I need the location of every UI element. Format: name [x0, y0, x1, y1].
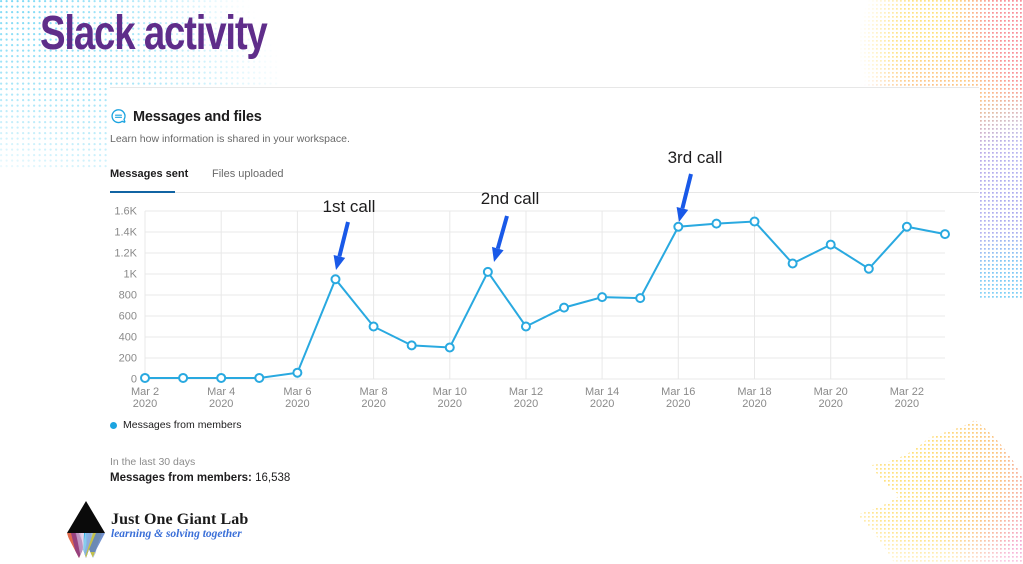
svg-text:Mar 12: Mar 12 — [509, 386, 543, 398]
svg-text:600: 600 — [119, 311, 137, 323]
svg-text:1.4K: 1.4K — [114, 227, 137, 239]
svg-text:Mar 2: Mar 2 — [131, 386, 159, 398]
svg-text:2020: 2020 — [514, 398, 538, 410]
svg-text:Mar 14: Mar 14 — [585, 386, 619, 398]
svg-text:Mar 8: Mar 8 — [360, 386, 388, 398]
svg-text:2020: 2020 — [818, 398, 842, 410]
svg-text:400: 400 — [119, 332, 137, 344]
svg-text:1st call: 1st call — [323, 197, 376, 216]
svg-text:2020: 2020 — [895, 398, 919, 410]
svg-text:2020: 2020 — [285, 398, 309, 410]
svg-text:Mar 20: Mar 20 — [814, 386, 848, 398]
svg-text:Mar 4: Mar 4 — [207, 386, 235, 398]
svg-text:2020: 2020 — [133, 398, 157, 410]
svg-text:Mar 10: Mar 10 — [433, 386, 467, 398]
svg-text:1K: 1K — [124, 269, 138, 281]
svg-text:1.6K: 1.6K — [114, 206, 137, 218]
svg-text:Mar 6: Mar 6 — [283, 386, 311, 398]
svg-text:0: 0 — [131, 374, 137, 386]
svg-text:800: 800 — [119, 290, 137, 302]
svg-text:2020: 2020 — [590, 398, 614, 410]
svg-text:Mar 22: Mar 22 — [890, 386, 924, 398]
svg-text:2nd call: 2nd call — [481, 189, 540, 208]
svg-text:1.2K: 1.2K — [114, 248, 137, 260]
svg-text:Mar 18: Mar 18 — [737, 386, 771, 398]
svg-text:2020: 2020 — [742, 398, 766, 410]
svg-text:Mar 16: Mar 16 — [661, 386, 695, 398]
svg-text:2020: 2020 — [361, 398, 385, 410]
svg-text:2020: 2020 — [666, 398, 690, 410]
svg-text:2020: 2020 — [209, 398, 233, 410]
svg-text:2020: 2020 — [438, 398, 462, 410]
svg-text:200: 200 — [119, 353, 137, 365]
svg-text:3rd call: 3rd call — [668, 148, 723, 167]
